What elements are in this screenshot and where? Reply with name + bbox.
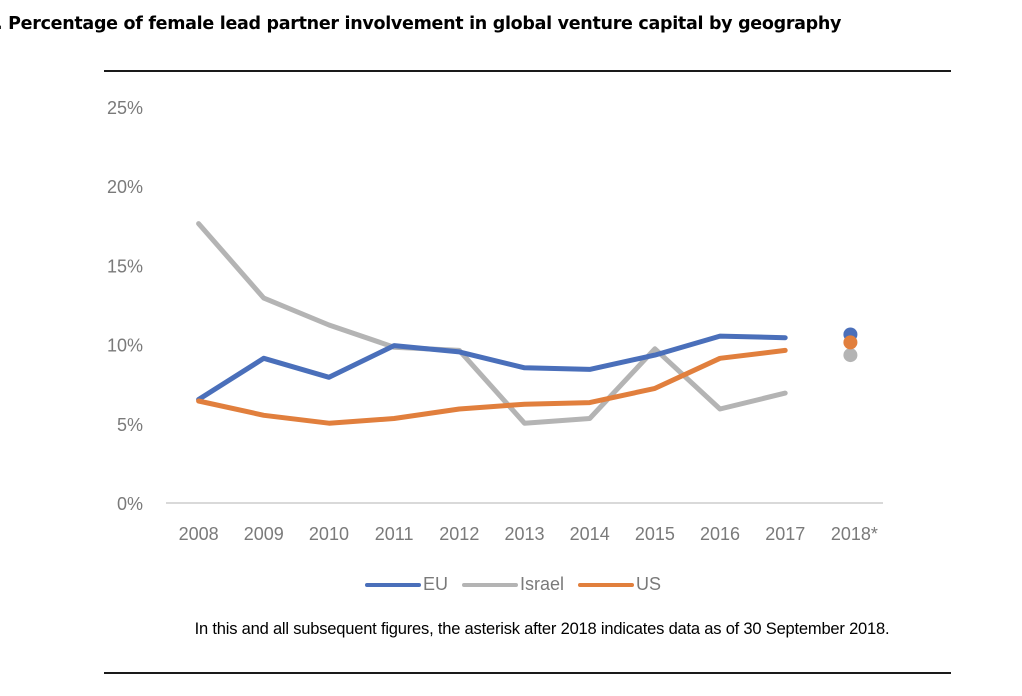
legend-item-us: US [578, 574, 661, 595]
x-tick-label: 2015 [635, 524, 675, 544]
series-markers [843, 327, 858, 363]
y-tick-label: 25% [107, 98, 143, 118]
x-tick-label: 2009 [244, 524, 284, 544]
legend: EU Israel US [0, 574, 1022, 595]
y-tick-label: 15% [107, 256, 143, 276]
x-tick-label: 2013 [504, 524, 544, 544]
legend-swatch-israel [461, 582, 518, 587]
series-line-eu [196, 333, 788, 402]
x-tick-label: 2014 [570, 524, 610, 544]
figure-title: . Percentage of female lead partner invo… [0, 14, 842, 34]
legend-label-us: US [636, 574, 662, 594]
x-tick-label: 2018* [831, 524, 878, 544]
x-tick-label: 2011 [375, 524, 414, 544]
x-tick-label: 2008 [179, 524, 219, 544]
top-rule [104, 70, 951, 72]
legend-label-israel: Israel [519, 574, 564, 594]
footnote: In this and all subsequent figures, the … [194, 620, 890, 638]
x-tick-label: 2017 [765, 524, 805, 544]
y-tick-label: 20% [107, 177, 143, 197]
x-tick-label: 2012 [439, 524, 479, 544]
y-tick-label: 5% [117, 415, 143, 435]
legend-label-eu: EU [422, 574, 448, 594]
x-axis-ticks: 2008 2009 2010 2011 2012 2013 2014 2015 2016 2017… [179, 524, 878, 544]
y-tick-label: 10% [107, 336, 143, 356]
bottom-rule [104, 672, 951, 674]
x-tick-label: 2010 [309, 524, 349, 544]
series-marker-israel [843, 348, 858, 363]
series-line-israel [196, 221, 788, 426]
legend-item-israel: Israel [461, 574, 564, 595]
legend-swatch-us [578, 582, 634, 587]
y-tick-label: 0% [117, 494, 143, 514]
series-line-us [196, 347, 788, 426]
y-axis-ticks: 0% 5% 10% 15% 20% 25% [107, 98, 143, 514]
x-tick-label: 2016 [700, 524, 740, 544]
legend-swatch-eu [364, 582, 421, 587]
series-lines [196, 221, 788, 426]
legend-item-eu: EU [364, 574, 448, 595]
series-marker-us [843, 335, 858, 350]
